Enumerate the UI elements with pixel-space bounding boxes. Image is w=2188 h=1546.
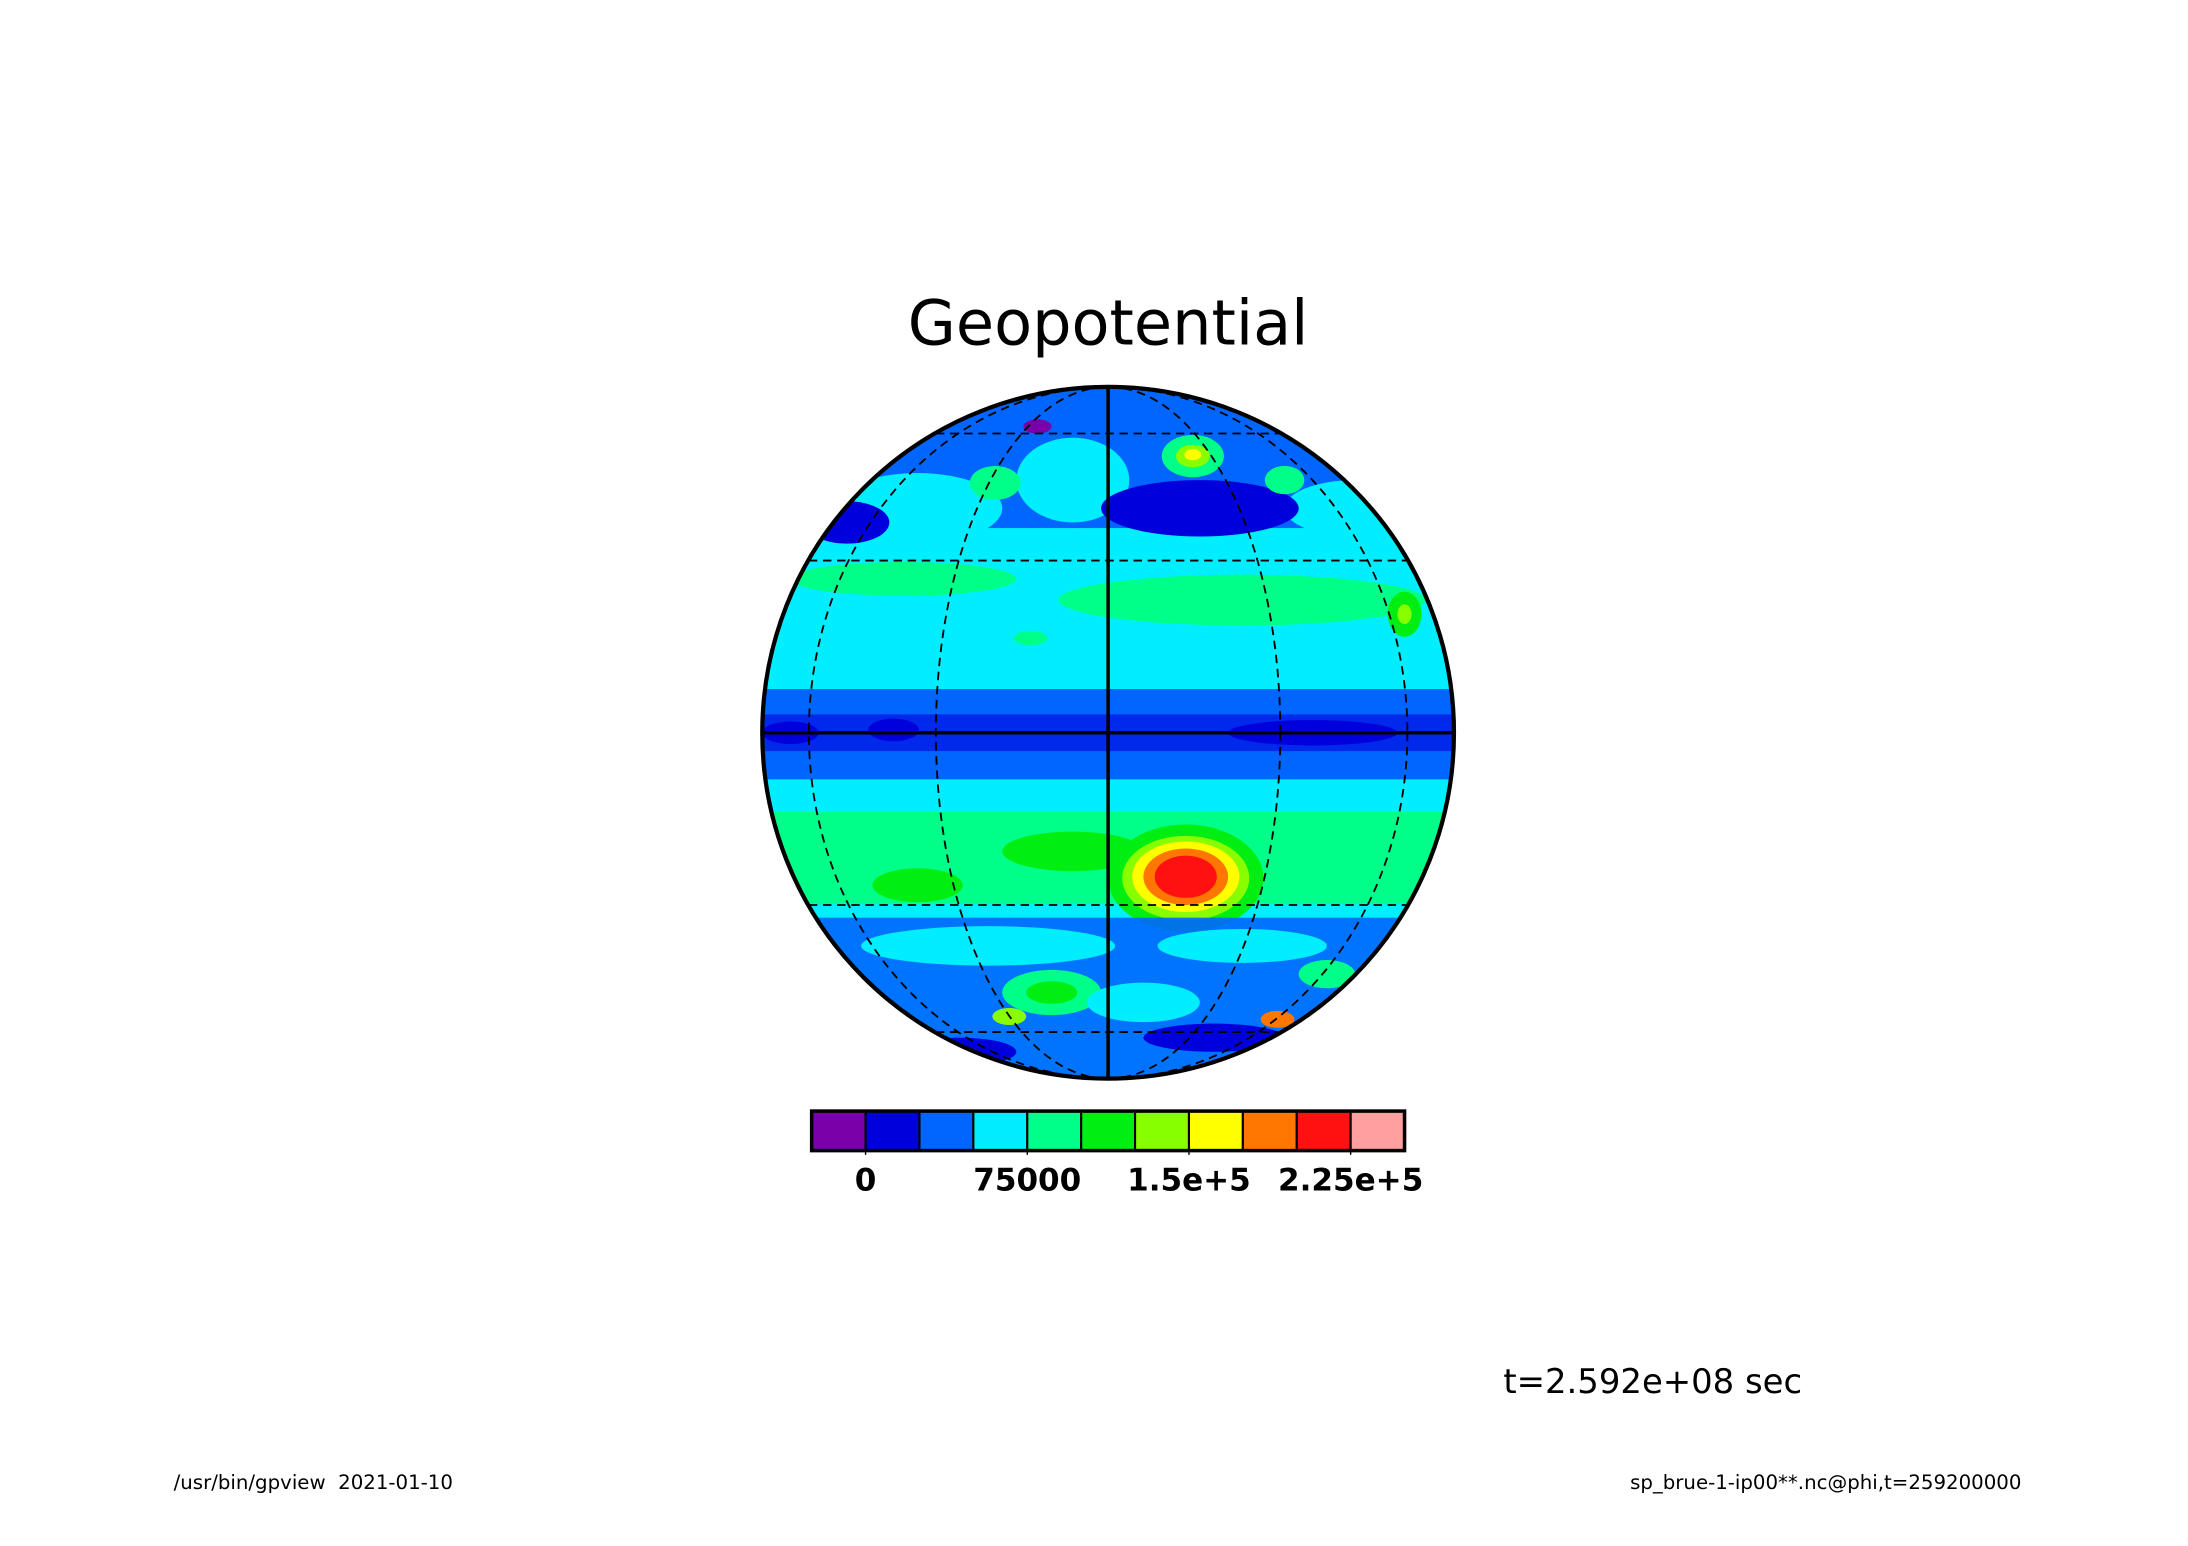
colorbar-box xyxy=(864,1110,921,1152)
colorbar-box xyxy=(810,1110,867,1152)
colorbar-box xyxy=(1295,1110,1352,1152)
colorbar-box xyxy=(1241,1110,1298,1152)
colorbar-tick-label: 75000 xyxy=(973,1163,1081,1199)
colorbar: 0 75000 1.5e+5 2.25e+5 xyxy=(809,1109,1423,1199)
colorbar-box xyxy=(1080,1110,1137,1152)
colorbar-tick-label: 1.5e+5 xyxy=(1127,1163,1251,1199)
colorbar-tick-label: 2.25e+5 xyxy=(1278,1163,1423,1199)
colorbar-tick-label: 0 xyxy=(855,1163,877,1199)
colorbar-box xyxy=(1026,1110,1083,1152)
footer-left: /usr/bin/gpview 2021-01-10 xyxy=(174,1471,453,1494)
chart-title: Geopotential xyxy=(908,287,1309,360)
colorbar-box xyxy=(918,1110,975,1152)
colorbar-frame xyxy=(809,1109,1407,1153)
colorbar-box xyxy=(1349,1110,1406,1152)
graticule xyxy=(760,384,1457,1081)
colorbar-box xyxy=(1187,1110,1244,1152)
footer-right: sp_brue-1-ip00**.nc@phi,t=259200000 xyxy=(1630,1471,2021,1494)
colorbar-box xyxy=(1134,1110,1191,1152)
colorbar-box xyxy=(972,1110,1029,1152)
time-label: t=2.592e+08 sec xyxy=(1503,1362,1802,1401)
